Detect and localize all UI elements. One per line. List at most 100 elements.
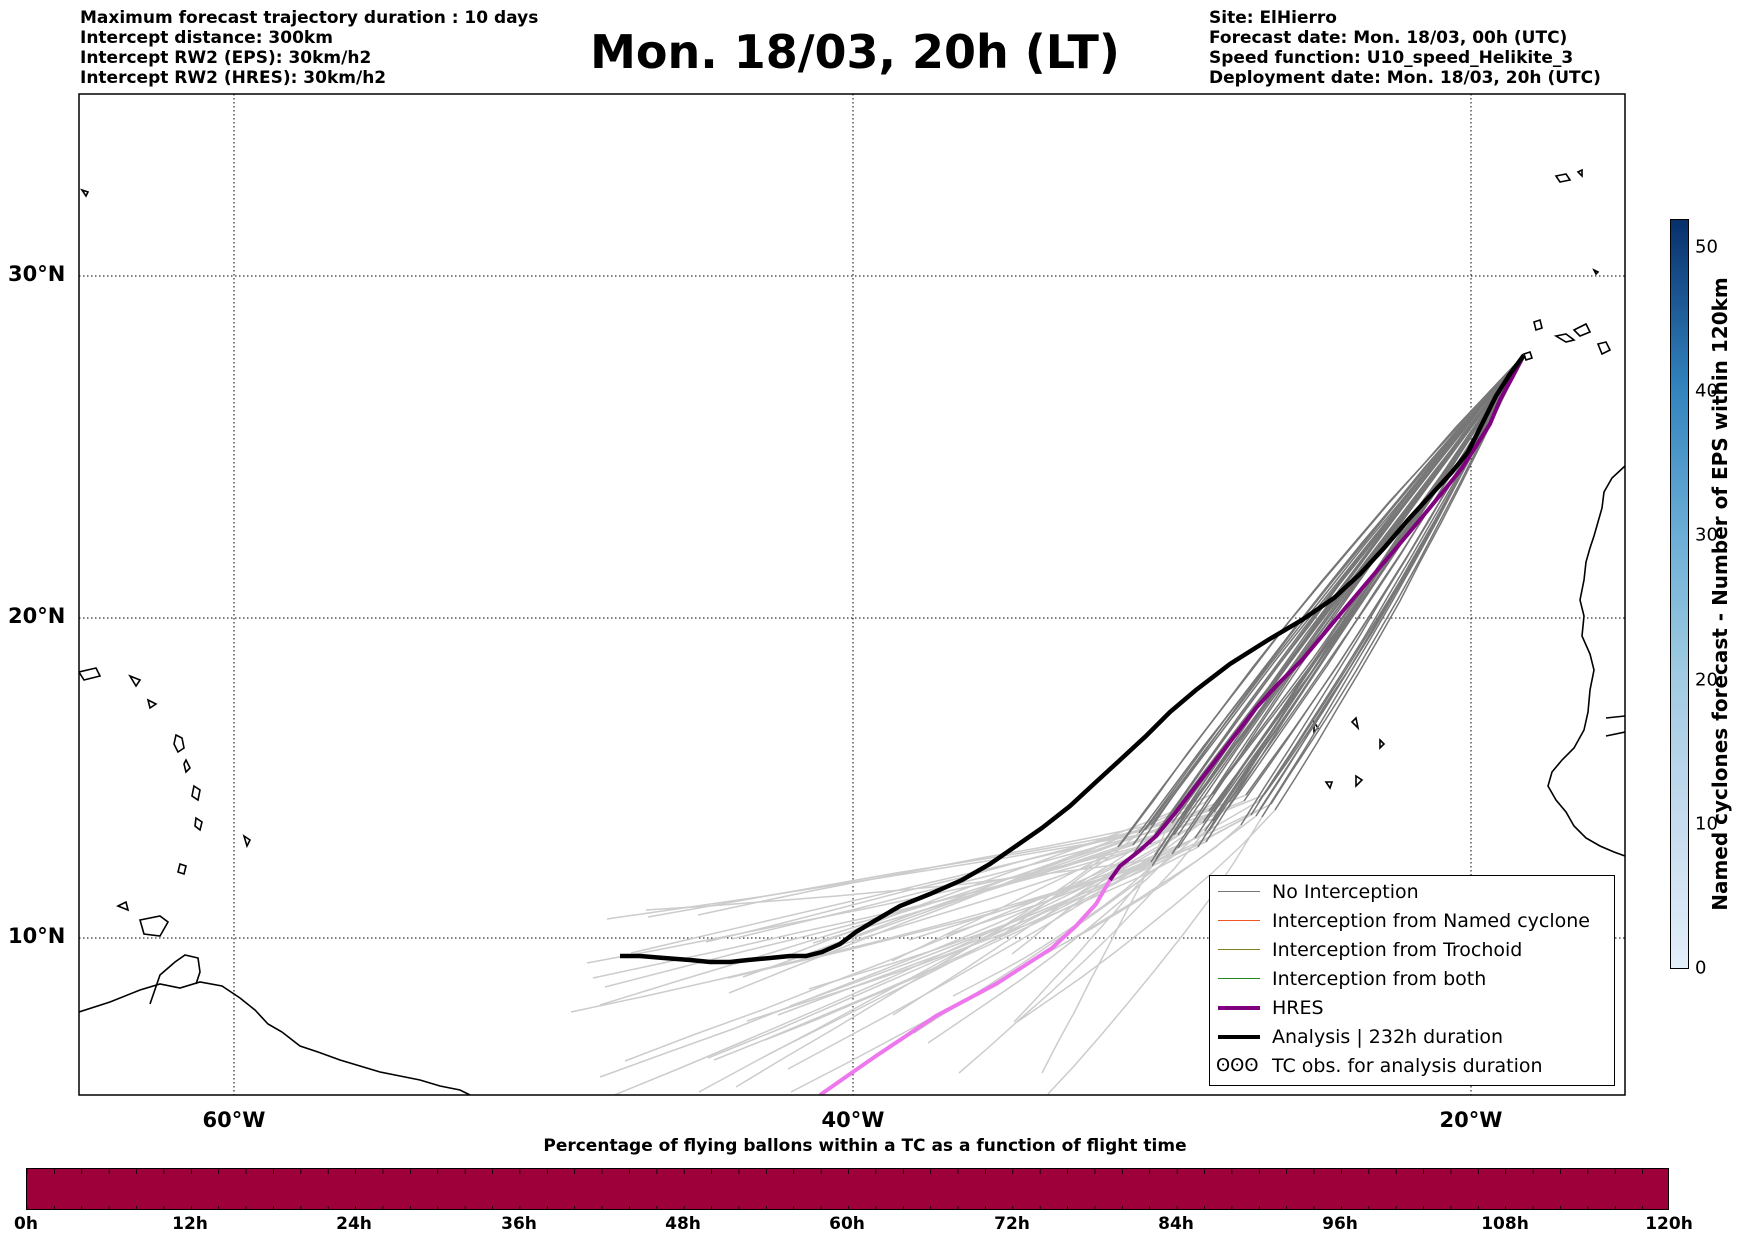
pct-tick-72h: 72h	[994, 1214, 1030, 1234]
ensemble-trajectory	[604, 844, 1134, 988]
island-barbados	[242, 834, 252, 849]
lon-label-20: 20°W	[1439, 1108, 1503, 1132]
ensemble-trajectory	[586, 843, 1151, 964]
legend-item-hres: HRES	[1210, 996, 1614, 1020]
island-canary-1	[1533, 318, 1543, 332]
ensemble-trajectory	[570, 853, 1173, 1013]
island-madeira	[1554, 168, 1583, 183]
ensemble-trajectory	[945, 830, 1210, 936]
tc-symbol-icon: ʘʘʘ	[1216, 1055, 1259, 1076]
ensemble-trajectory	[891, 846, 1119, 962]
island-canary-offshore	[1592, 268, 1600, 276]
header-line-distance: Intercept distance: 300km	[80, 28, 333, 48]
ensemble-trajectory	[1117, 354, 1525, 848]
header-line-rw2-eps: Intercept RW2 (EPS): 30km/h2	[80, 48, 372, 68]
island-virgin	[128, 674, 158, 710]
percentage-bar	[26, 1168, 1669, 1210]
ensemble-trajectory	[647, 829, 1146, 918]
legend-item-named-cyclone: Interception from Named cyclone	[1210, 909, 1614, 933]
pct-tick-12h: 12h	[172, 1214, 208, 1234]
pct-tick-60h: 60h	[829, 1214, 865, 1234]
colorbar-tick-40: 40	[1695, 380, 1718, 402]
legend-item-tc-obs: ʘʘʘ TC obs. for analysis duration	[1216, 1055, 1543, 1077]
legend-item-analysis: Analysis | 232h duration	[1210, 1025, 1614, 1049]
header-line-duration: Maximum forecast trajectory duration : 1…	[80, 8, 539, 28]
percentage-bar-title: Percentage of flying ballons within a TC…	[543, 1136, 1187, 1156]
ensemble-trajectory	[958, 830, 1206, 1074]
colorbar	[1670, 219, 1689, 969]
pct-tick-108h: 108h	[1481, 1214, 1529, 1234]
island-atlantic-north	[80, 188, 90, 198]
lat-label-30: 30°N	[8, 262, 66, 286]
island-puerto-rico	[79, 667, 102, 681]
ensemble-trajectory	[1016, 809, 1276, 1023]
header-line-deployment-date: Deployment date: Mon. 18/03, 20h (UTC)	[1209, 68, 1601, 88]
map-legend: No Interception Interception from Named …	[1209, 875, 1615, 1086]
pct-tick-0h: 0h	[14, 1214, 38, 1234]
island-lesser-antilles-3	[191, 784, 201, 802]
header-line-forecast-date: Forecast date: Mon. 18/03, 00h (UTC)	[1209, 28, 1568, 48]
hres-trajectory	[1108, 354, 1526, 882]
colorbar-tick-50: 50	[1695, 236, 1718, 258]
lat-label-10: 10°N	[8, 924, 66, 948]
colorbar-tick-30: 30	[1695, 524, 1718, 546]
ensemble-trajectory	[735, 844, 1121, 1088]
island-trinidad	[138, 915, 170, 937]
island-canary-3	[1572, 322, 1592, 337]
pct-tick-120h: 120h	[1645, 1214, 1693, 1234]
coastline-south-america	[79, 981, 471, 1095]
ensemble-trajectory	[1013, 834, 1175, 1023]
legend-item-both: Interception from both	[1210, 967, 1614, 991]
island-lesser-antilles-2	[183, 758, 191, 774]
pct-tick-96h: 96h	[1322, 1214, 1358, 1234]
analysis-trajectory	[620, 353, 1526, 965]
hres-trajectory-faded	[818, 878, 1112, 1095]
ensemble-trajectory	[952, 865, 1153, 997]
ensemble-trajectory	[1177, 354, 1525, 849]
island-canary-4	[1596, 341, 1612, 356]
header-line-speed-function: Speed function: U10_speed_Helikite_3	[1209, 48, 1574, 68]
percentage-bar-minor-ticks	[27, 1169, 1644, 1209]
ensemble-trajectory	[1197, 354, 1525, 848]
island-lesser-antilles-4	[194, 816, 203, 832]
island-tobago	[116, 900, 130, 912]
coastline-west-africa	[1547, 465, 1625, 857]
island-lesser-antilles-1	[173, 733, 185, 754]
ensemble-trajectory	[1146, 354, 1525, 847]
pct-tick-84h: 84h	[1158, 1214, 1194, 1234]
ensemble-trajectory	[1041, 824, 1242, 956]
ensemble-trajectories-faded	[570, 793, 1276, 1095]
ensemble-trajectory	[1274, 354, 1525, 811]
island-canary-2	[1553, 333, 1576, 343]
ensemble-trajectory	[599, 858, 1131, 1078]
map-title: Mon. 18/03, 20h (LT)	[590, 25, 1120, 79]
ensemble-trajectory	[1138, 354, 1525, 834]
ensemble-trajectory	[1194, 354, 1525, 839]
ensemble-trajectory	[1205, 354, 1525, 843]
map-border	[78, 93, 1626, 1096]
island-cape-verde-4	[1324, 781, 1334, 790]
ensemble-trajectory	[808, 861, 1152, 990]
header-line-rw2-hres: Intercept RW2 (HRES): 30km/h2	[80, 68, 387, 88]
header-info-right: Site: ElHierro Forecast date: Mon. 18/03…	[1209, 8, 1601, 88]
colorbar-tick-10: 10	[1695, 813, 1718, 835]
pct-tick-24h: 24h	[336, 1214, 372, 1234]
ensemble-trajectory	[1129, 354, 1525, 860]
island-canary-5	[1522, 350, 1534, 362]
coastlines	[79, 168, 1625, 1095]
island-cape-verde-2	[1379, 738, 1386, 750]
ensemble-trajectory	[624, 835, 1172, 1062]
ensemble-trajectory	[645, 858, 1157, 911]
colorbar-tick-20: 20	[1695, 669, 1718, 691]
ensemble-trajectory	[927, 847, 1179, 1044]
island-lesser-antilles-5	[177, 862, 187, 876]
ensemble-trajectory	[1171, 354, 1525, 855]
ensemble-trajectory	[1250, 354, 1525, 816]
ensemble-trajectory	[764, 837, 1196, 1041]
legend-item-no-interception: No Interception	[1210, 880, 1614, 904]
ensemble-trajectories-no-interception	[1117, 354, 1525, 867]
ensemble-trajectory	[612, 834, 1179, 1095]
lon-label-60: 60°W	[202, 1108, 266, 1132]
colorbar-tick-0: 0	[1695, 957, 1707, 979]
